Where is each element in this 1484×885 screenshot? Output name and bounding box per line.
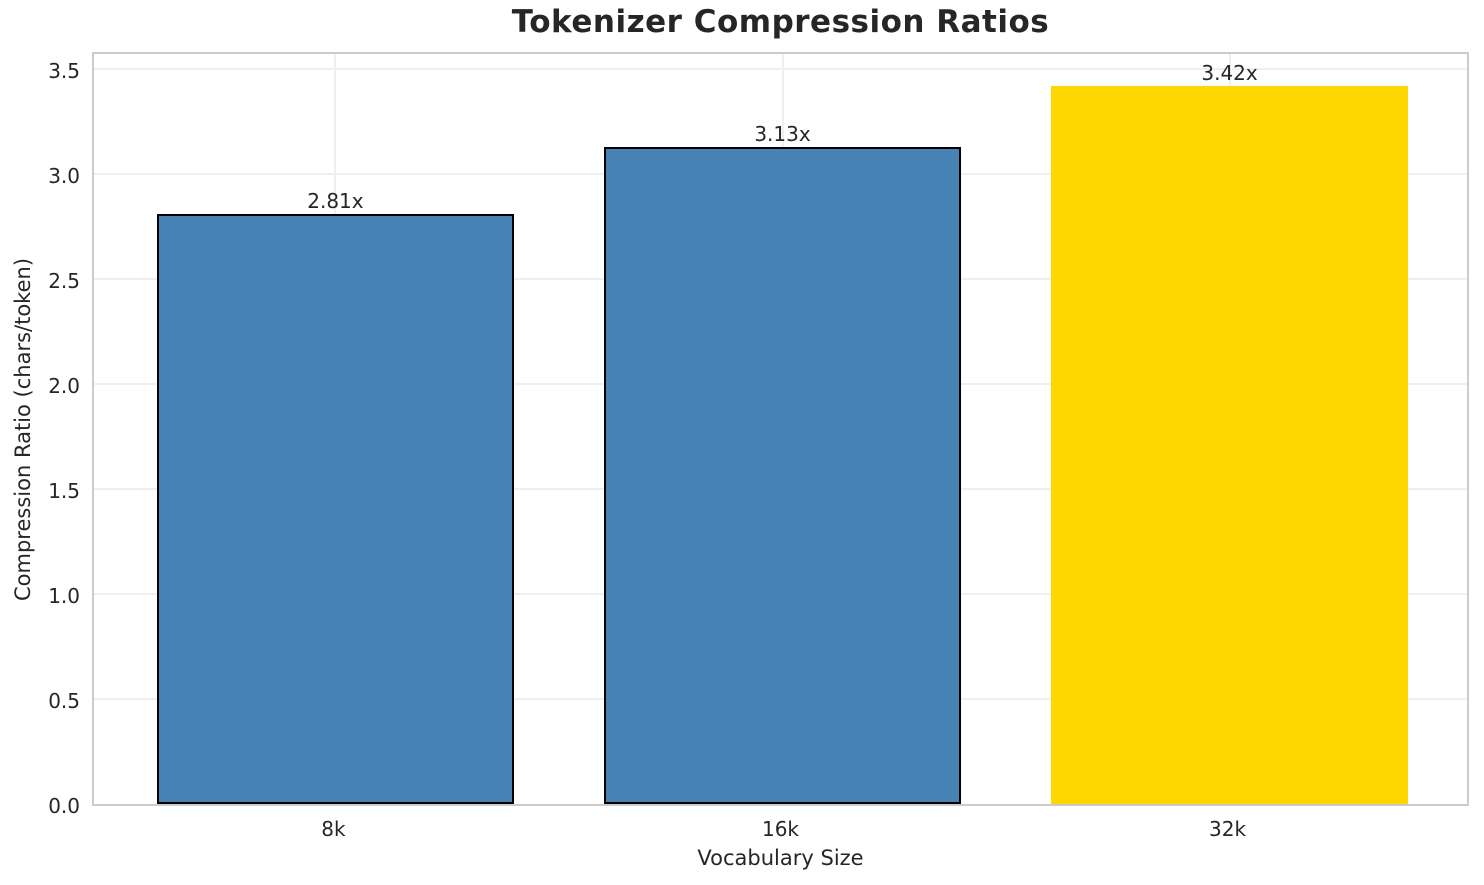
y-tick-label: 0.0	[48, 794, 80, 818]
y-tick-label: 2.5	[48, 268, 80, 293]
y-tick-label: 0.5	[48, 688, 80, 713]
x-axis-label: Vocabulary Size	[697, 846, 864, 870]
x-tick-label: 8k	[321, 817, 346, 841]
y-tick-label: 3.0	[48, 163, 80, 188]
x-tick-label: 16k	[761, 817, 800, 841]
chart-title: Tokenizer Compression Ratios	[511, 4, 1050, 40]
horizontal-gridline	[94, 67, 1467, 70]
x-tick-label: 32k	[1209, 817, 1247, 841]
bar-16k	[603, 146, 962, 804]
y-tick-label: 1.0	[48, 583, 80, 608]
bar-value-label: 3.13x	[754, 121, 811, 146]
bar-value-label: 2.81x	[307, 188, 364, 213]
y-tick-label: 3.5	[48, 58, 80, 83]
bar-8k	[156, 213, 515, 804]
bar-value-label: 3.42x	[1201, 60, 1258, 85]
y-tick-label: 1.5	[48, 478, 80, 503]
plot-area: 2.81x 3.13x 3.42x	[92, 52, 1469, 806]
y-tick-label: 2.0	[48, 373, 80, 398]
bar-32k	[1050, 85, 1409, 804]
